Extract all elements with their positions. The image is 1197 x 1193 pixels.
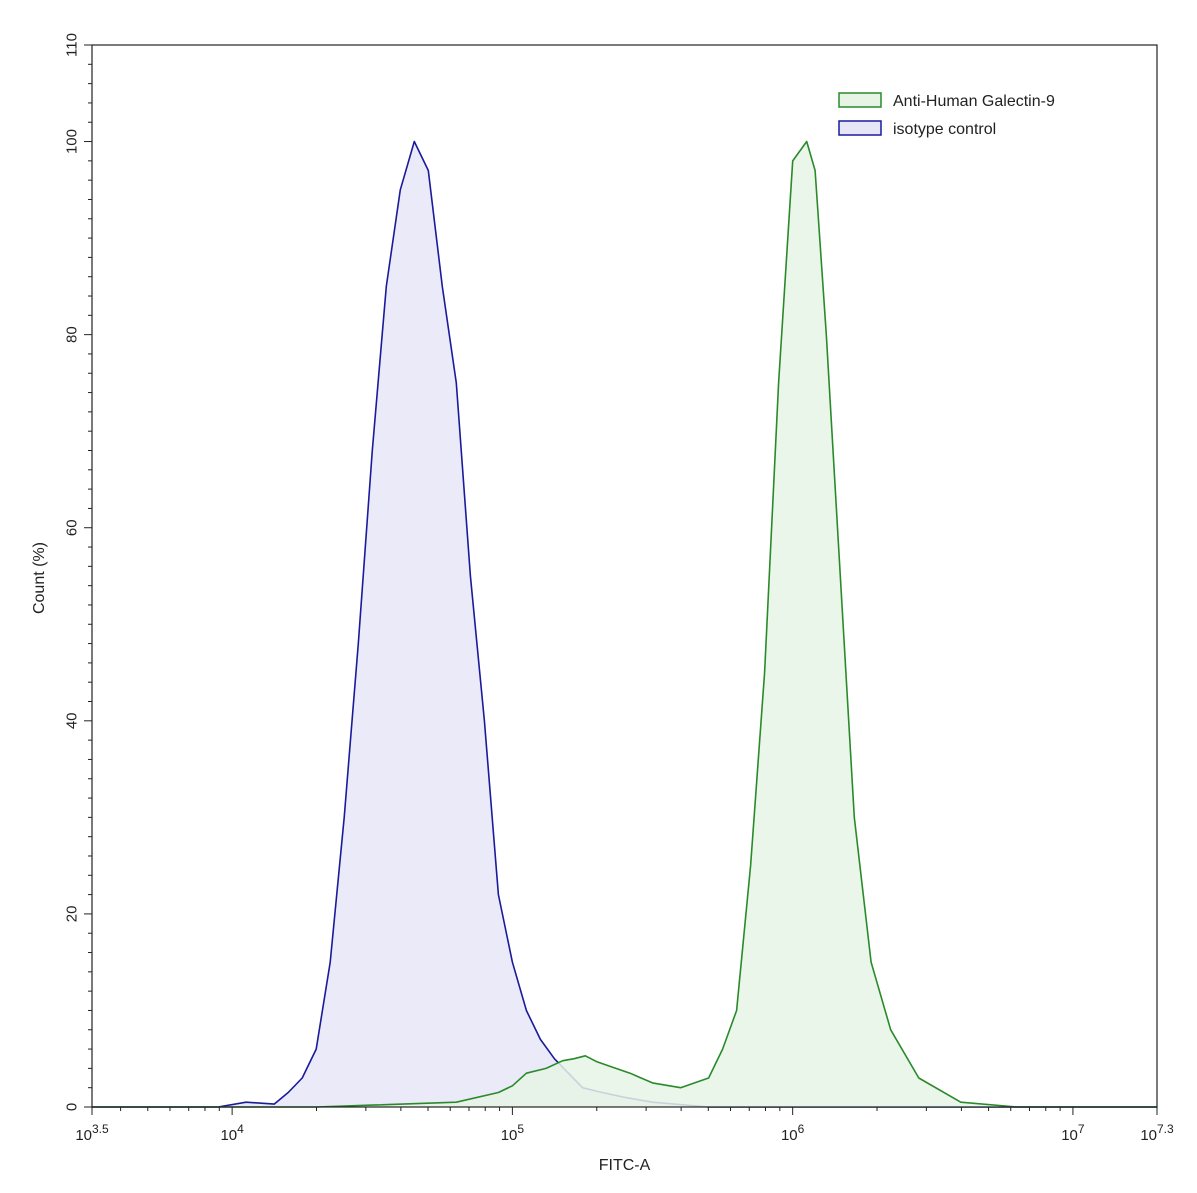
- series-line-anti-human-galectin-9: [92, 140, 1157, 1108]
- x-tick-label: 107.3: [1140, 1122, 1174, 1144]
- x-tick-label: 106: [781, 1122, 805, 1144]
- legend-label-anti-human-galectin-9: Anti-Human Galectin-9: [893, 93, 1055, 110]
- x-axis-label: FITC-A: [599, 1157, 651, 1174]
- plot-area: [92, 140, 1157, 1108]
- legend-swatch-isotype-control: [838, 120, 882, 136]
- x-tick-label: 107: [1061, 1122, 1085, 1144]
- y-tick-label: 40: [64, 712, 81, 729]
- y-tick-label: 100: [64, 129, 81, 154]
- plot-frame: [91, 44, 1158, 1108]
- series-line-isotype-control: [92, 140, 1157, 1108]
- y-tick-label: 0: [64, 1103, 81, 1111]
- legend: Anti-Human Galectin-9 isotype control: [838, 92, 1055, 138]
- series-fill-anti-human-galectin-9: [92, 141, 1157, 1107]
- y-tick-label: 110: [64, 33, 81, 57]
- legend-swatch-anti-human-galectin-9: [838, 92, 882, 108]
- y-tick-label: 60: [64, 519, 81, 536]
- y-tick-label: 20: [64, 906, 81, 923]
- y-axis-label: Count (%): [31, 542, 48, 614]
- series-fill-isotype-control: [92, 141, 1157, 1107]
- y-axis: 0 20 40 60 80 100 110: [64, 33, 92, 1111]
- legend-label-isotype-control: isotype control: [893, 121, 996, 138]
- x-tick-label: 104: [220, 1122, 244, 1144]
- y-tick-label: 80: [64, 326, 81, 343]
- x-axis: 103.5 104 105 106 107 107.3: [75, 1107, 1174, 1144]
- x-tick-label: 105: [501, 1122, 525, 1144]
- x-tick-label: 103.5: [75, 1122, 109, 1144]
